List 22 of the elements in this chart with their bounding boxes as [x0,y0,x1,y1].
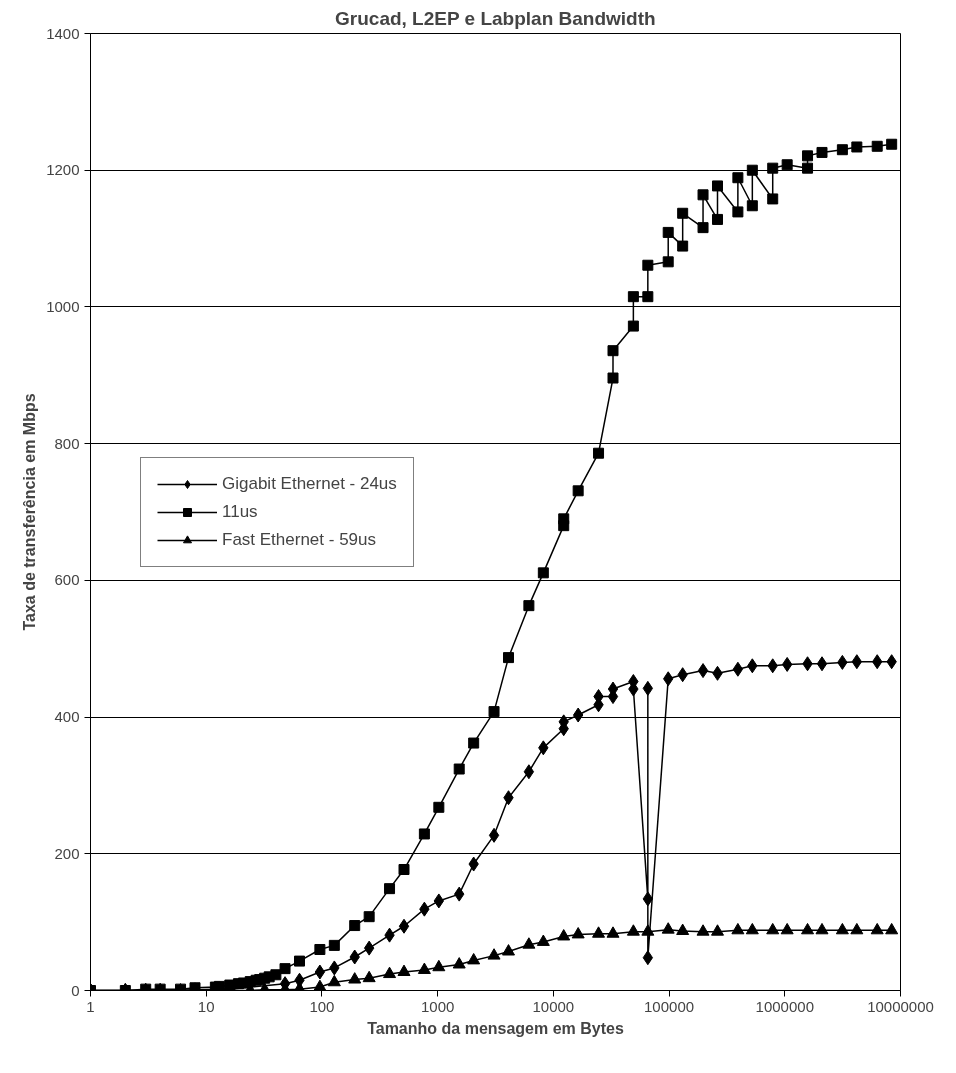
y-tick-label: 800 [54,434,80,452]
x-tick-label: 100 [309,997,335,1015]
y-tick-label: 1400 [46,24,80,42]
x-tick-label: 10000 [532,997,575,1015]
x-tick-label: 1 [86,997,95,1015]
y-tick-label: 1200 [46,161,80,179]
y-axis-title: Taxa de transferência em Mbps [21,393,39,631]
legend-label: Gigabit Ethernet - 24us [222,473,397,494]
y-tick-label: 200 [54,844,80,862]
x-tick-label: 1000 [420,997,455,1015]
x-axis-title: Tamanho da mensagem em Bytes [367,1019,624,1037]
y-tick-label: 0 [71,981,80,999]
chart-title: Grucad, L2EP e Labplan Bandwidth [335,7,656,29]
legend-label: Fast Ethernet - 59us [222,529,377,550]
x-tick-label: 10 [197,997,215,1015]
y-tick-label: 1000 [46,297,80,315]
x-tick-label: 100000 [644,997,695,1015]
legend-label: 11us [222,501,258,522]
y-tick-label: 400 [54,708,80,726]
x-tick-label: 1000000 [755,997,814,1015]
y-tick-label: 600 [54,571,80,589]
x-tick-label: 10000000 [867,997,934,1015]
